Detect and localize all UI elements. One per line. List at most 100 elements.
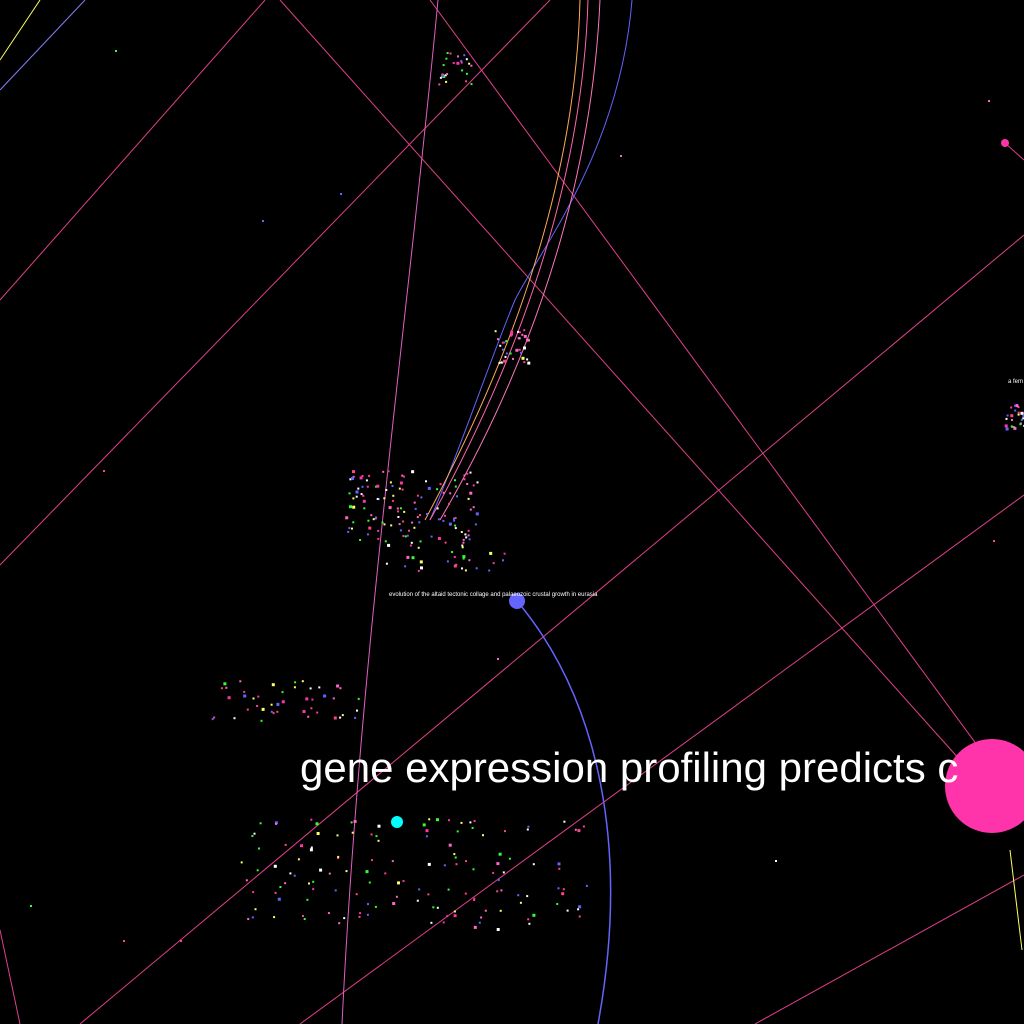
cluster-node <box>527 918 530 921</box>
cluster-node <box>357 697 360 700</box>
cluster-node <box>270 703 273 706</box>
cluster-node <box>345 870 348 873</box>
cluster-node <box>425 480 427 483</box>
cluster-node <box>337 857 340 860</box>
cluster-node <box>515 348 519 352</box>
node-blue[interactable] <box>509 593 525 609</box>
cluster-node <box>523 346 526 350</box>
cluster-node <box>446 915 449 918</box>
cluster-node <box>257 695 260 698</box>
cluster-node <box>240 861 243 864</box>
cluster-node <box>310 707 313 710</box>
cluster-node <box>420 496 423 499</box>
cluster-node <box>418 521 421 524</box>
cluster-node <box>484 909 487 912</box>
cluster-node <box>454 479 456 482</box>
cluster-node <box>1014 404 1016 407</box>
cluster-node <box>442 491 445 494</box>
cluster-node <box>468 62 471 65</box>
cluster-node <box>512 357 514 360</box>
cluster-node <box>408 529 410 532</box>
cluster-node <box>420 566 423 570</box>
cluster-node <box>582 825 585 828</box>
cluster-node <box>417 546 420 549</box>
cluster-node <box>457 55 459 58</box>
cluster-node <box>452 62 455 64</box>
cluster-node <box>377 839 380 842</box>
cluster-node <box>451 551 454 553</box>
cluster-node <box>432 906 435 909</box>
cluster-node <box>498 362 501 365</box>
cluster-node <box>251 835 254 837</box>
cluster-node <box>1020 411 1024 415</box>
cluster-node <box>419 514 421 517</box>
cluster-node <box>399 481 403 485</box>
node-cyan[interactable] <box>391 816 403 828</box>
cluster-node <box>413 526 416 529</box>
cluster-node <box>359 476 363 480</box>
cluster-node <box>453 556 456 558</box>
cluster-node <box>388 506 392 510</box>
cluster-node <box>472 506 475 509</box>
cluster-node <box>473 899 476 901</box>
cluster-node <box>382 470 385 473</box>
cluster-node <box>474 523 477 526</box>
cluster-node <box>578 915 581 918</box>
edge <box>0 929 21 1024</box>
cluster-node <box>465 58 468 61</box>
cluster-node <box>404 535 407 538</box>
cluster-node <box>402 880 405 883</box>
cluster-node <box>557 887 560 890</box>
cluster-node <box>520 351 522 354</box>
cluster-node <box>443 864 446 867</box>
node-label-large: gene expression profiling predicts c <box>300 744 958 791</box>
cluster-node <box>375 516 378 519</box>
cluster-node <box>504 355 507 358</box>
cluster-node <box>328 872 331 875</box>
cluster-node <box>489 551 493 555</box>
cluster-node <box>305 697 309 701</box>
cluster-node <box>385 489 388 491</box>
cluster-node <box>1010 414 1014 418</box>
cluster-node <box>1005 427 1009 431</box>
cluster-node <box>532 913 536 917</box>
cluster-node <box>362 494 365 497</box>
cluster-node <box>419 540 422 543</box>
cluster-node <box>402 475 405 478</box>
cluster-node <box>374 905 377 908</box>
cluster-node <box>227 696 231 700</box>
node-pink-small[interactable] <box>1001 139 1009 147</box>
stray-node <box>262 220 264 222</box>
cluster-node <box>273 864 277 868</box>
cluster-node <box>284 843 287 846</box>
cluster-node <box>351 831 354 834</box>
cluster-node <box>359 912 362 915</box>
cluster-node <box>377 824 381 828</box>
node-large-pink[interactable] <box>945 739 1024 833</box>
cluster-node <box>563 820 566 823</box>
cluster-node <box>294 681 297 684</box>
cluster-node <box>281 700 285 704</box>
cluster-node <box>274 891 277 894</box>
cluster-node <box>499 344 502 347</box>
edge <box>1004 142 1024 161</box>
cluster-node <box>339 687 342 690</box>
cluster-node <box>220 687 223 690</box>
cluster-node <box>252 891 255 894</box>
stray-node <box>620 155 622 157</box>
cluster-node <box>357 487 360 490</box>
cluster-node <box>366 913 369 916</box>
cluster-node <box>352 521 355 524</box>
cluster-node <box>442 64 445 67</box>
cluster-node <box>327 912 330 915</box>
cluster-node <box>1020 418 1023 421</box>
cluster-node <box>470 64 473 67</box>
cluster-node <box>258 847 260 850</box>
cluster-node <box>367 533 369 536</box>
edge <box>0 0 41 61</box>
cluster-node <box>307 715 310 718</box>
cluster-node <box>348 492 351 495</box>
cluster-node <box>427 893 430 896</box>
cluster-node <box>343 917 346 920</box>
